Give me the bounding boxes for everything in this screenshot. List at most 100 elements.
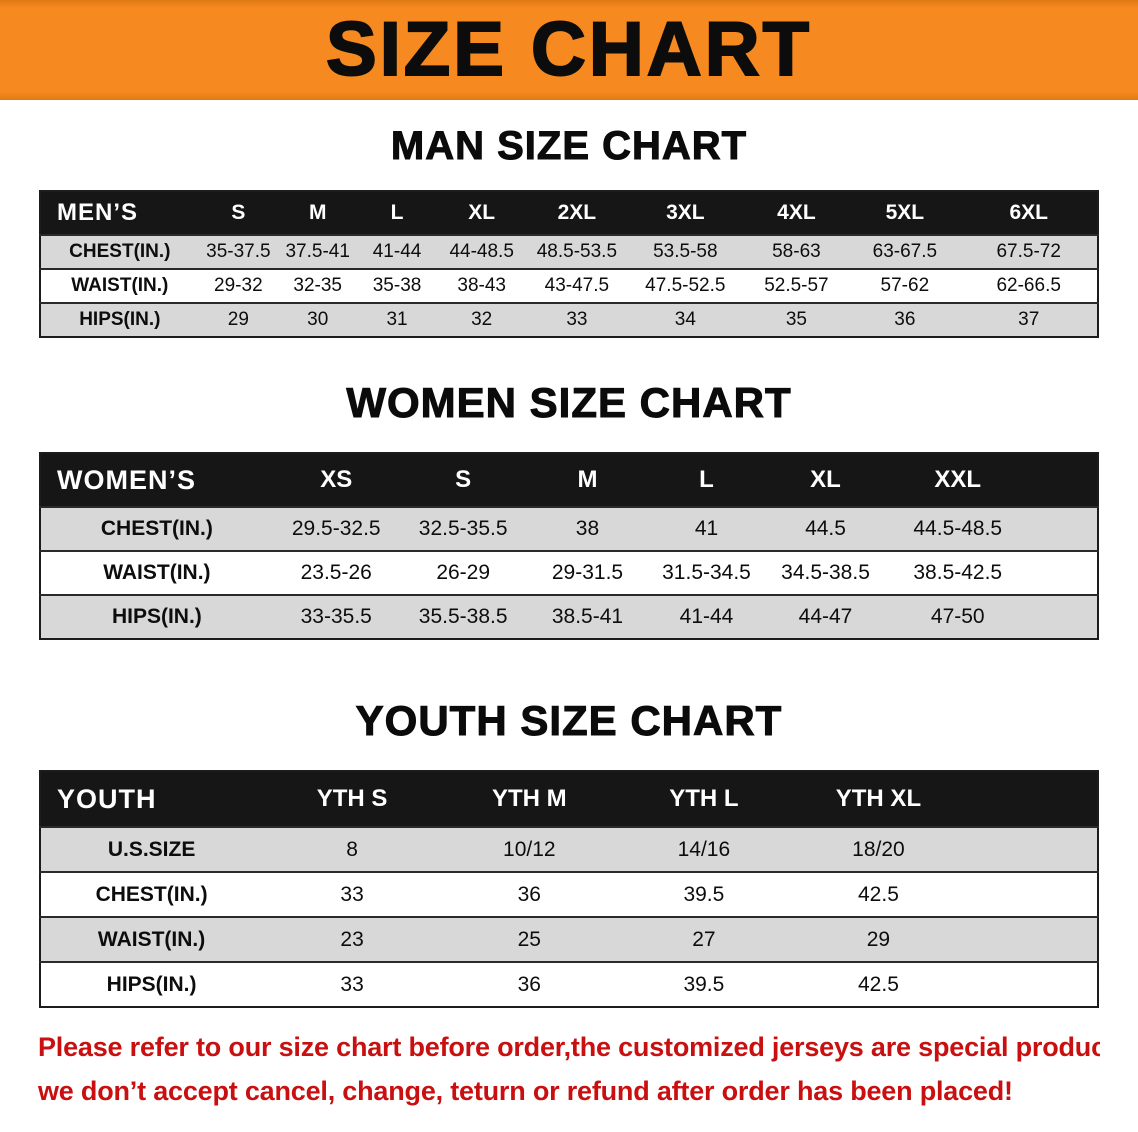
women-header-row: WOMEN’S XS S M L XL XXL	[40, 453, 1098, 508]
spacer-cell	[1029, 551, 1098, 595]
size-value: 42.5	[858, 882, 899, 906]
row-label: HIPS(IN.)	[106, 972, 197, 996]
size-col-header: 6XL	[960, 191, 1098, 235]
size-value: 35-37.5	[206, 241, 271, 262]
size-col-header: M	[278, 191, 358, 235]
size-value: 38	[575, 517, 600, 541]
size-value: 33	[340, 882, 364, 906]
row-label: WAIST(IN.)	[103, 561, 211, 585]
size-value: 67.5-72	[996, 241, 1061, 262]
youth-chest-row: CHEST(IN.) 33 36 39.5 42.5	[40, 872, 1098, 918]
size-col-header: YTH L	[616, 771, 792, 828]
women-hips-row: HIPS(IN.) 33-35.5 35.5-38.5 38.5-41 41-4…	[40, 595, 1098, 640]
spacer-cell	[966, 827, 1098, 872]
size-value: 29.5-32.5	[291, 517, 381, 541]
size-col-header: XS	[272, 453, 400, 508]
youth-header-row: YOUTH YTH S YTH M YTH L YTH XL	[40, 771, 1098, 828]
women-waist-row: WAIST(IN.) 23.5-26 26-29 29-31.5 31.5-34…	[40, 551, 1098, 596]
size-col-header: 5XL	[849, 191, 961, 235]
size-value: 27	[692, 927, 716, 951]
size-col-header: XXL	[886, 453, 1030, 508]
disclaimer-line-2: we don’t accept cancel, change, teturn o…	[38, 1076, 1013, 1107]
size-col-header: YTH M	[442, 771, 617, 828]
size-value: 34.5-38.5	[781, 561, 870, 585]
row-label: HIPS(IN.)	[79, 309, 161, 330]
size-value: 44-48.5	[449, 241, 514, 262]
size-value: 36	[894, 309, 916, 330]
size-value: 43-47.5	[544, 275, 610, 296]
size-value: 52.5-57	[764, 275, 829, 296]
size-value: 29	[227, 309, 249, 330]
size-value: 47-50	[930, 605, 985, 629]
size-value: 63-67.5	[872, 241, 938, 262]
size-col-header: L	[648, 453, 765, 508]
size-value: 58-63	[772, 241, 821, 262]
size-value: 38.5-42.5	[913, 561, 1003, 585]
size-col-header: YTH XL	[791, 771, 966, 828]
size-value: 38-43	[457, 275, 506, 296]
women-table-title: WOMEN’S	[40, 453, 273, 508]
size-value: 44.5	[805, 517, 846, 541]
size-value: 23.5-26	[300, 561, 372, 585]
size-value: 10/12	[503, 837, 556, 861]
size-value: 35-38	[372, 275, 422, 296]
spacer-cell	[966, 872, 1098, 917]
size-value: 34	[674, 309, 696, 330]
size-value: 29-31.5	[551, 561, 624, 585]
women-chest-row: CHEST(IN.) 29.5-32.5 32.5-35.5 38 41 44.…	[40, 507, 1098, 552]
youth-size-table: YOUTH YTH S YTH M YTH L YTH XL U.S.SIZE …	[39, 770, 1099, 1009]
disclaimer-line-1: Please refer to our size chart before or…	[38, 1032, 1100, 1063]
youth-waist-row: WAIST(IN.) 23 25 27 29	[40, 917, 1098, 963]
size-value: 41	[694, 517, 719, 541]
spacer-cell	[966, 917, 1098, 962]
women-section-heading: WOMEN SIZE CHART	[346, 379, 792, 426]
men-chest-row: CHEST(IN.) 35-37.5 37.5-41 41-44 44-48.5…	[40, 235, 1098, 269]
spacer-cell	[1029, 595, 1098, 639]
size-col-header: XL	[436, 191, 527, 235]
spacer-cell	[1029, 453, 1098, 508]
size-value: 30	[307, 309, 329, 330]
size-value: 25	[517, 927, 541, 951]
men-hips-row: HIPS(IN.) 29 30 31 32 33 34 35 36 37	[40, 303, 1098, 337]
size-value: 8	[346, 837, 358, 861]
size-value: 35	[785, 309, 807, 330]
size-value: 38.5-41	[551, 605, 624, 629]
size-value: 29	[866, 927, 891, 951]
size-value: 41-44	[372, 241, 422, 262]
size-value: 31	[386, 309, 408, 330]
size-value: 48.5-53.5	[536, 241, 618, 262]
size-value: 39.5	[683, 882, 725, 906]
size-value: 23	[340, 927, 364, 951]
size-col-header: XL	[764, 453, 887, 508]
size-value: 33	[566, 309, 588, 330]
women-size-table: WOMEN’S XS S M L XL XXL CHEST(IN.) 29.5-…	[39, 452, 1099, 641]
spacer-cell	[1029, 507, 1098, 551]
size-col-header: M	[526, 453, 649, 508]
row-label: CHEST(IN.)	[69, 241, 171, 262]
row-label: WAIST(IN.)	[71, 275, 169, 296]
size-value: 47.5-52.5	[645, 275, 726, 296]
size-value: 39.5	[683, 972, 725, 996]
row-label: CHEST(IN.)	[95, 882, 208, 906]
men-size-table: MEN’S S M L XL 2XL 3XL 4XL 5XL 6XL CHEST…	[39, 190, 1099, 338]
size-value: 41-44	[679, 605, 734, 629]
size-col-header: YTH S	[262, 771, 443, 828]
row-label: HIPS(IN.)	[111, 605, 202, 629]
size-col-header: 3XL	[627, 191, 744, 235]
size-value: 32	[471, 309, 493, 330]
size-chart-banner: SIZE CHART	[0, 0, 1138, 100]
disclaimer-note: Please refer to our size chart before or…	[38, 1026, 1100, 1113]
row-label: CHEST(IN.)	[100, 517, 213, 541]
size-col-header: S	[198, 191, 279, 235]
men-table-title: MEN’S	[40, 191, 199, 235]
banner-title: SIZE CHART	[325, 7, 812, 92]
size-value: 53.5-58	[653, 241, 718, 262]
size-col-header: 4XL	[743, 191, 850, 235]
size-value: 33-35.5	[300, 605, 372, 629]
youth-hips-row: HIPS(IN.) 33 36 39.5 42.5	[40, 962, 1098, 1008]
size-value: 33	[340, 972, 364, 996]
size-value: 36	[517, 972, 541, 996]
size-value: 44-47	[798, 605, 853, 629]
size-value: 18/20	[852, 837, 905, 861]
size-value: 37.5-41	[285, 241, 350, 262]
